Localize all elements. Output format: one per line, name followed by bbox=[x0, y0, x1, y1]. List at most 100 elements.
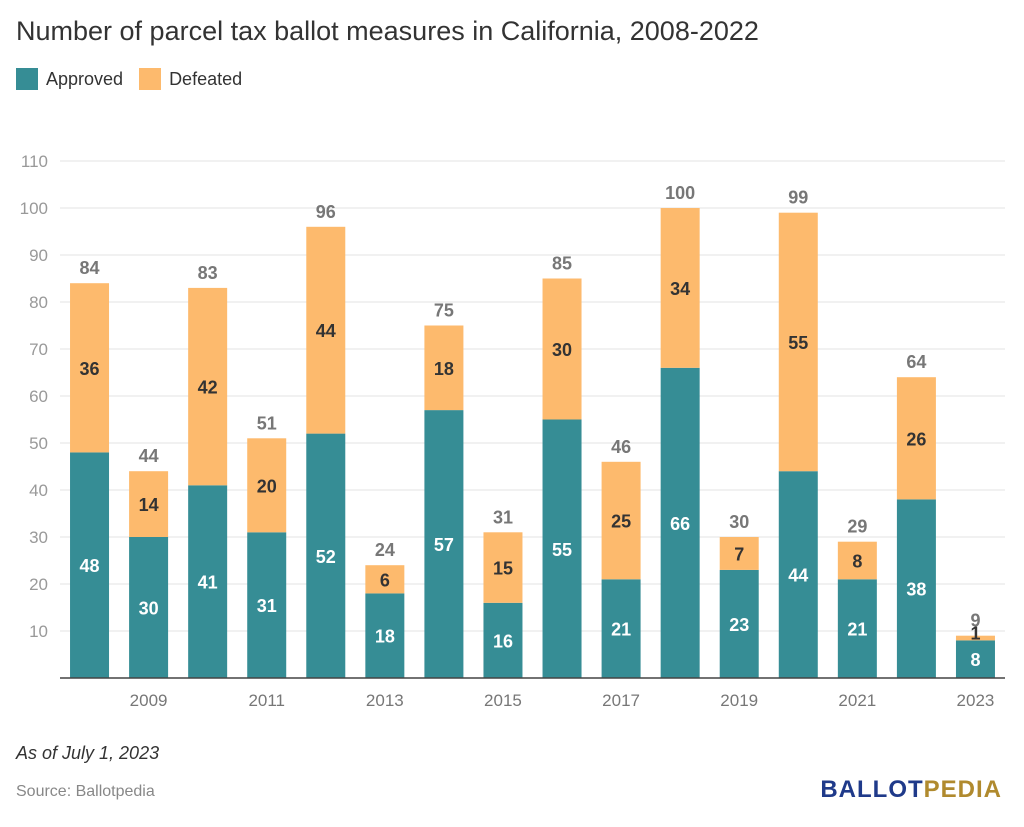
bar-approved bbox=[601, 579, 641, 678]
bar-defeated bbox=[306, 226, 346, 434]
x-tick-label: 2011 bbox=[248, 691, 285, 710]
y-tick-label: 110 bbox=[21, 152, 48, 171]
bar-approved bbox=[483, 602, 523, 678]
bar-approved bbox=[660, 367, 700, 678]
data-label-approved: 21 bbox=[611, 620, 631, 640]
bar-defeated bbox=[660, 208, 700, 368]
y-tick-label: 90 bbox=[29, 246, 48, 265]
bar-approved bbox=[247, 532, 287, 678]
y-tick-label: 10 bbox=[29, 622, 48, 641]
data-label-approved: 30 bbox=[139, 599, 159, 619]
chart-title: Number of parcel tax ballot measures in … bbox=[16, 16, 759, 46]
data-label-approved: 18 bbox=[375, 627, 395, 647]
ballotpedia-logo: BALLOTPEDIA bbox=[820, 776, 1002, 804]
bar-approved bbox=[955, 640, 995, 678]
total-label: 44 bbox=[139, 446, 159, 466]
total-label: 85 bbox=[552, 254, 572, 274]
bar-approved bbox=[896, 499, 936, 678]
data-label-approved: 44 bbox=[788, 566, 808, 586]
y-tick-label: 80 bbox=[29, 293, 48, 312]
data-label-defeated: 44 bbox=[316, 321, 336, 341]
y-tick-label: 40 bbox=[29, 481, 48, 500]
y-tick-label: 20 bbox=[29, 575, 48, 594]
bar-defeated bbox=[483, 532, 523, 603]
legend-label-defeated: Defeated bbox=[169, 68, 243, 89]
bar-approved bbox=[188, 485, 228, 678]
bar-approved bbox=[129, 537, 169, 678]
data-label-approved: 16 bbox=[493, 631, 513, 651]
data-label-defeated: 7 bbox=[734, 544, 744, 564]
total-label: 51 bbox=[257, 413, 277, 433]
bar-defeated bbox=[365, 565, 405, 594]
y-tick-label: 50 bbox=[29, 434, 48, 453]
bar-defeated bbox=[896, 377, 936, 500]
total-label: 24 bbox=[375, 540, 395, 560]
data-label-defeated: 8 bbox=[852, 552, 862, 572]
total-label: 100 bbox=[665, 183, 695, 203]
legend: Approved Defeated bbox=[16, 68, 258, 90]
legend-label-approved: Approved bbox=[46, 68, 124, 89]
y-tick-label: 60 bbox=[29, 387, 48, 406]
y-tick-label: 70 bbox=[29, 340, 48, 359]
x-tick-label: 2009 bbox=[130, 691, 168, 710]
bar-approved bbox=[306, 433, 346, 678]
data-label-approved: 38 bbox=[906, 580, 926, 600]
data-label-defeated: 25 bbox=[611, 512, 631, 532]
data-label-defeated: 15 bbox=[493, 559, 513, 579]
bar-approved bbox=[365, 593, 405, 678]
logo-part-ballot: BALLOT bbox=[820, 776, 924, 803]
data-label-approved: 8 bbox=[970, 650, 980, 670]
total-label: 99 bbox=[788, 188, 808, 208]
total-label: 83 bbox=[198, 263, 218, 283]
bar-approved bbox=[837, 579, 877, 678]
x-tick-label: 2019 bbox=[720, 691, 758, 710]
logo-part-pedia: PEDIA bbox=[923, 776, 1002, 803]
x-tick-label: 2021 bbox=[838, 691, 876, 710]
data-label-defeated: 30 bbox=[552, 340, 572, 360]
data-label-defeated: 1 bbox=[970, 623, 980, 643]
bar-defeated bbox=[70, 283, 110, 453]
bar-approved bbox=[70, 452, 110, 678]
data-label-approved: 66 bbox=[670, 514, 690, 534]
data-label-defeated: 20 bbox=[257, 476, 277, 496]
data-label-approved: 55 bbox=[552, 540, 572, 560]
data-label-defeated: 14 bbox=[139, 495, 159, 515]
total-label: 96 bbox=[316, 202, 336, 222]
bar-defeated bbox=[955, 635, 995, 641]
legend-item-approved: Approved bbox=[16, 68, 123, 90]
bar-approved bbox=[719, 569, 759, 678]
data-label-approved: 52 bbox=[316, 547, 336, 567]
bar-defeated bbox=[778, 212, 818, 472]
data-label-defeated: 18 bbox=[434, 359, 454, 379]
data-label-defeated: 55 bbox=[788, 333, 808, 353]
legend-swatch-defeated bbox=[139, 68, 162, 90]
bar-approved bbox=[778, 471, 818, 678]
as-of-note: As of July 1, 2023 bbox=[16, 743, 160, 763]
bar-defeated bbox=[719, 537, 759, 570]
legend-swatch-approved bbox=[16, 68, 38, 90]
total-label: 30 bbox=[729, 512, 749, 532]
y-tick-label: 30 bbox=[29, 528, 48, 547]
data-label-defeated: 42 bbox=[198, 378, 218, 398]
bar-defeated bbox=[542, 278, 582, 420]
data-label-approved: 23 bbox=[729, 615, 749, 635]
bar-defeated bbox=[837, 541, 877, 580]
bar-defeated bbox=[424, 325, 464, 411]
x-tick-label: 2013 bbox=[366, 691, 404, 710]
y-tick-label: 100 bbox=[20, 199, 48, 218]
data-label-defeated: 36 bbox=[80, 359, 100, 379]
data-label-defeated: 6 bbox=[380, 570, 390, 590]
data-label-approved: 48 bbox=[80, 556, 100, 576]
x-tick-label: 2017 bbox=[602, 691, 640, 710]
bar-defeated bbox=[247, 438, 287, 533]
bar-defeated bbox=[129, 471, 169, 537]
x-tick-label: 2015 bbox=[484, 691, 522, 710]
data-label-approved: 57 bbox=[434, 535, 454, 555]
total-label: 64 bbox=[906, 352, 926, 372]
bar-defeated bbox=[601, 461, 641, 580]
legend-item-defeated: Defeated bbox=[139, 68, 242, 90]
data-label-approved: 21 bbox=[847, 620, 867, 640]
total-label: 75 bbox=[434, 301, 454, 321]
data-label-defeated: 34 bbox=[670, 279, 690, 299]
x-tick-label: 2023 bbox=[957, 691, 995, 710]
